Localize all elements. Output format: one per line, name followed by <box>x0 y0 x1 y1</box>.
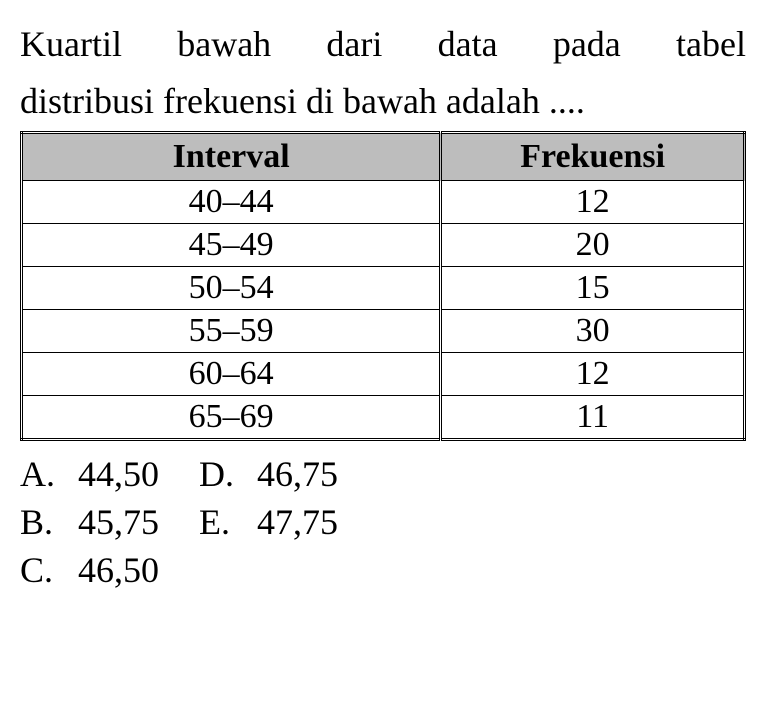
option-e: E. 47,75 <box>199 501 338 543</box>
option-letter-a: A. <box>20 453 60 495</box>
options-row-1: A. 44,50 D. 46,75 <box>20 453 746 495</box>
option-c: C. 46,50 <box>20 549 159 591</box>
cell-interval: 40–44 <box>22 181 441 224</box>
option-value-d: 46,75 <box>257 453 338 495</box>
frequency-table-container: Interval Frekuensi 40–44 12 45–49 20 50–… <box>20 131 746 441</box>
cell-interval: 45–49 <box>22 224 441 267</box>
option-letter-b: B. <box>20 501 60 543</box>
cell-interval: 60–64 <box>22 353 441 396</box>
table-header-row: Interval Frekuensi <box>22 133 745 181</box>
question-line-2: distribusi frekuensi di bawah adalah ...… <box>20 77 746 126</box>
cell-interval: 65–69 <box>22 396 441 440</box>
option-letter-d: D. <box>199 453 239 495</box>
options-row-2: B. 45,75 E. 47,75 <box>20 501 746 543</box>
cell-frequency: 12 <box>441 353 745 396</box>
cell-frequency: 30 <box>441 310 745 353</box>
table-row: 50–54 15 <box>22 267 745 310</box>
options-row-3: C. 46,50 <box>20 549 746 591</box>
column-header-interval: Interval <box>22 133 441 181</box>
table-row: 45–49 20 <box>22 224 745 267</box>
cell-interval: 55–59 <box>22 310 441 353</box>
option-value-b: 45,75 <box>78 501 159 543</box>
cell-interval: 50–54 <box>22 267 441 310</box>
cell-frequency: 11 <box>441 396 745 440</box>
column-header-frekuensi: Frekuensi <box>441 133 745 181</box>
cell-frequency: 20 <box>441 224 745 267</box>
table-row: 40–44 12 <box>22 181 745 224</box>
option-letter-e: E. <box>199 501 239 543</box>
option-d: D. 46,75 <box>199 453 338 495</box>
answer-options: A. 44,50 D. 46,75 B. 45,75 E. 47,75 C. 4… <box>20 453 746 591</box>
frequency-table: Interval Frekuensi 40–44 12 45–49 20 50–… <box>20 131 746 441</box>
cell-frequency: 12 <box>441 181 745 224</box>
option-a: A. 44,50 <box>20 453 159 495</box>
option-value-a: 44,50 <box>78 453 159 495</box>
option-letter-c: C. <box>20 549 60 591</box>
option-value-e: 47,75 <box>257 501 338 543</box>
table-row: 65–69 11 <box>22 396 745 440</box>
cell-frequency: 15 <box>441 267 745 310</box>
question-line-1: Kuartil bawah dari data pada tabel <box>20 20 746 69</box>
table-row: 55–59 30 <box>22 310 745 353</box>
table-row: 60–64 12 <box>22 353 745 396</box>
option-value-c: 46,50 <box>78 549 159 591</box>
option-b: B. 45,75 <box>20 501 159 543</box>
